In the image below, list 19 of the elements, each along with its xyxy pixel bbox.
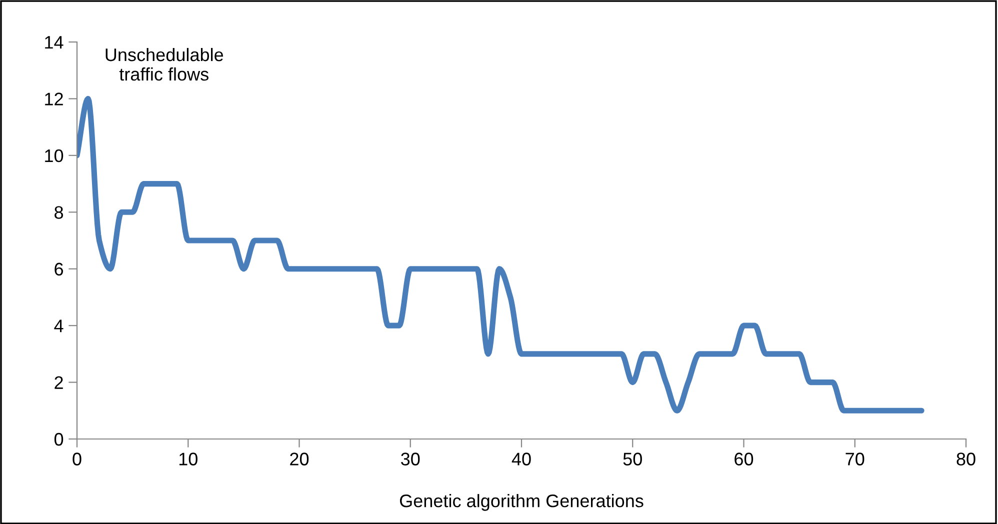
x-tick-label: 70: [846, 452, 864, 466]
x-tick-label: 10: [179, 452, 198, 466]
y-axis-title: Unschedulable traffic flows: [106, 48, 224, 81]
y-tick-label: 12: [45, 92, 63, 106]
x-tick-label: 20: [290, 452, 309, 466]
x-tick-label: 0: [72, 452, 82, 466]
y-tick-label: 10: [45, 149, 64, 162]
y-tick-label: 14: [45, 36, 64, 49]
x-tick-label: 40: [512, 452, 531, 466]
y-tick-label: 6: [54, 262, 64, 276]
x-axis-title: Genetic algorithm Generations: [400, 494, 644, 511]
y-tick-label: 0: [54, 432, 64, 446]
x-tick-label: 30: [401, 452, 420, 466]
y-tick-label: 4: [54, 320, 64, 332]
x-tick-label: 50: [623, 452, 642, 466]
y-tick-label: 8: [54, 206, 64, 219]
y-tick-label: 2: [54, 376, 63, 389]
x-tick-label: 80: [956, 452, 976, 466]
x-tick-label: 60: [734, 452, 754, 466]
